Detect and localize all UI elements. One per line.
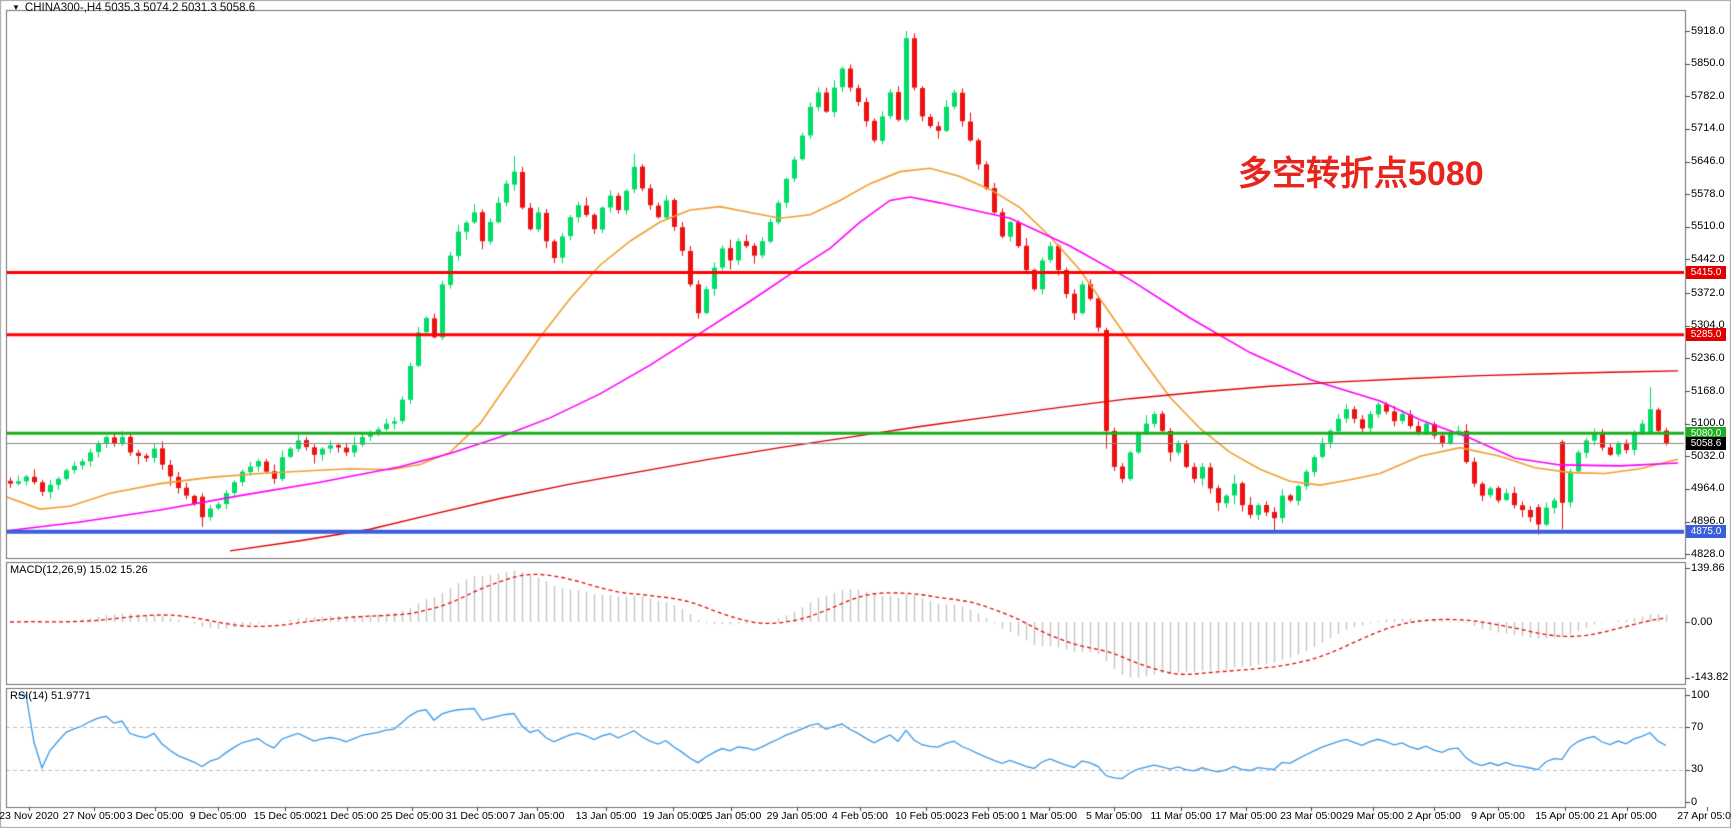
macd-axis-tick-label: -143.82 — [1691, 671, 1729, 684]
rsi-axis-tick-label: 70 — [1691, 720, 1704, 733]
price-axis-tick-label: 5850.0 — [1691, 57, 1725, 70]
date-tick-label: 27 Apr 05:00 — [1677, 810, 1731, 822]
date-tick-label: 19 Jan 05:00 — [642, 810, 704, 822]
date-tick-label: 7 Jan 05:00 — [509, 810, 565, 822]
annotation-text: 多空转折点5080 — [1238, 155, 1484, 193]
date-tick-label: 23 Mar 05:00 — [1280, 810, 1342, 822]
date-tick-label: 9 Apr 05:00 — [1471, 810, 1525, 822]
date-tick-label: 21 Apr 05:00 — [1597, 810, 1657, 822]
date-tick-label: 31 Dec 05:00 — [445, 810, 509, 822]
date-tick-label: 15 Dec 05:00 — [253, 810, 317, 822]
date-tick-label: 21 Dec 05:00 — [315, 810, 379, 822]
rsi-axis-tick-label: 100 — [1691, 688, 1710, 701]
price-axis-tick-label: 5236.0 — [1691, 351, 1725, 364]
price-axis-tick-label: 5304.0 — [1691, 319, 1725, 332]
symbol-dropdown-icon[interactable]: ▼ — [12, 3, 20, 12]
price-axis-tick-label: 5442.0 — [1691, 252, 1725, 265]
macd-axis-tick-label: 139.86 — [1691, 561, 1725, 574]
price-axis-tick-label: 5782.0 — [1691, 89, 1725, 102]
date-tick-label: 15 Apr 05:00 — [1535, 810, 1595, 822]
chart-title: ▼ CHINA300-,H4 5035.3 5074.2 5031.3 5058.… — [12, 2, 255, 14]
price-axis-tick-label: 5578.0 — [1691, 187, 1725, 200]
price-badge-5415.0: 5415.0 — [1686, 265, 1726, 279]
price-axis-tick-label: 5918.0 — [1691, 24, 1725, 37]
price-badge-5080.0: 5080.0 — [1686, 426, 1726, 440]
rsi-indicator-label: RSI(14) 51.9771 — [10, 690, 91, 702]
macd-indicator-label: MACD(12,26,9) 15.02 15.26 — [10, 564, 148, 576]
date-tick-label: 9 Dec 05:00 — [189, 810, 247, 822]
date-tick-label: 23 Nov 2020 — [0, 810, 59, 822]
date-tick-label: 11 Mar 05:00 — [1150, 810, 1212, 822]
chart-title-text: CHINA300-,H4 5035.3 5074.2 5031.3 5058.6 — [24, 2, 256, 14]
date-tick-label: 23 Feb 05:00 — [957, 810, 1019, 822]
price-badge-5058.6: 5058.6 — [1686, 437, 1726, 450]
price-axis-tick-label: 5168.0 — [1691, 384, 1725, 397]
date-tick-label: 4 Feb 05:00 — [831, 810, 889, 822]
price-badge-5285.0: 5285.0 — [1686, 328, 1726, 342]
price-axis-tick-label: 4964.0 — [1691, 482, 1725, 495]
price-axis-tick-label: 4828.0 — [1691, 547, 1725, 560]
date-tick-label: 25 Jan 05:00 — [700, 810, 762, 822]
date-tick-label: 2 Apr 05:00 — [1407, 810, 1461, 822]
date-tick-label: 10 Feb 05:00 — [895, 810, 957, 822]
date-tick-label: 3 Dec 05:00 — [126, 810, 184, 822]
date-tick-label: 17 Mar 05:00 — [1215, 810, 1277, 822]
price-axis-tick-label: 5100.0 — [1691, 417, 1725, 430]
rsi-axis-tick-label: 0 — [1691, 795, 1698, 808]
macd-axis-tick-label: 0.00 — [1691, 615, 1713, 628]
price-axis-tick-label: 5032.0 — [1691, 449, 1725, 462]
date-tick-label: 1 Mar 05:00 — [1020, 810, 1078, 822]
price-axis-tick-label: 5646.0 — [1691, 155, 1725, 168]
price-axis-tick-label: 5372.0 — [1691, 286, 1725, 299]
date-tick-label: 25 Dec 05:00 — [380, 810, 444, 822]
price-badge-4875.0: 4875.0 — [1686, 525, 1726, 539]
price-axis-tick-label: 5510.0 — [1691, 220, 1725, 233]
date-tick-label: 13 Jan 05:00 — [575, 810, 637, 822]
price-axis-tick-label: 5714.0 — [1691, 122, 1725, 135]
price-axis-tick-label: 4896.0 — [1691, 515, 1725, 528]
date-tick-label: 5 Mar 05:00 — [1085, 810, 1143, 822]
rsi-axis-tick-label: 30 — [1691, 763, 1704, 776]
date-tick-label: 29 Mar 05:00 — [1342, 810, 1404, 822]
date-tick-label: 29 Jan 05:00 — [766, 810, 828, 822]
date-tick-label: 27 Nov 05:00 — [62, 810, 126, 822]
